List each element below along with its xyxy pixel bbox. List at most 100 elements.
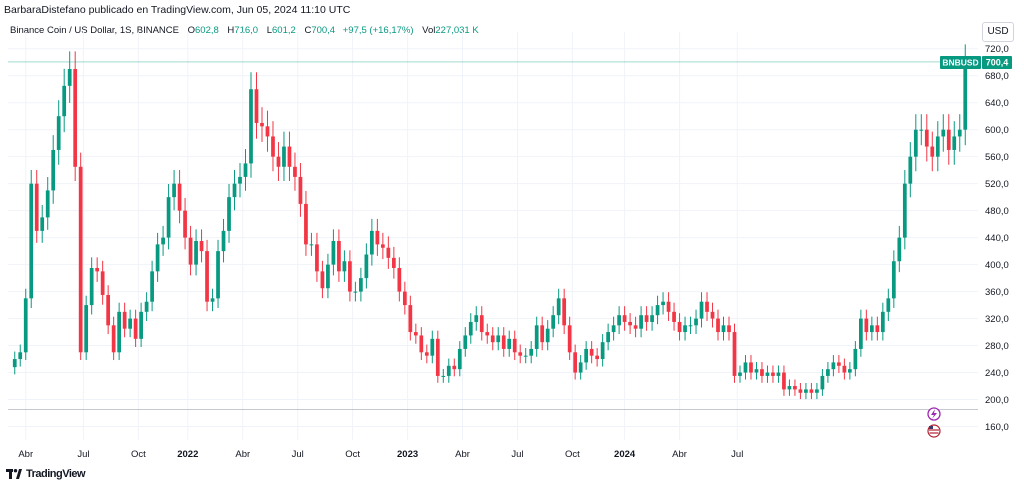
candle-body <box>875 325 880 333</box>
x-tick-label: Oct <box>131 449 146 460</box>
legend-open-value: 602,8 <box>195 25 219 36</box>
candle-body <box>40 217 45 231</box>
candle-body <box>271 136 275 157</box>
candle-body <box>216 251 220 299</box>
legend-high-value: 716,0 <box>234 25 259 36</box>
candle-body <box>787 386 792 390</box>
candle-body <box>705 301 709 312</box>
candles <box>12 44 968 400</box>
y-tick-label: 320,0 <box>985 314 1009 325</box>
candle-body <box>567 325 572 353</box>
candle-body <box>578 362 583 373</box>
candle-body <box>589 348 594 356</box>
y-tick-label: 280,0 <box>985 341 1009 352</box>
candle-body <box>815 389 819 393</box>
candle-body <box>573 352 578 373</box>
candle-body <box>353 291 358 293</box>
candle-body <box>765 372 770 376</box>
chart-legend: Binance Coin / US Dollar, 1S, BINANCE O6… <box>10 25 479 36</box>
candle-body <box>897 237 902 262</box>
x-tick-label: 2024 <box>614 449 636 460</box>
candle-body <box>672 311 676 322</box>
candle-body <box>89 267 94 306</box>
footer-brand: TradingView <box>26 468 86 480</box>
candle-body <box>617 315 621 326</box>
lightning-icon-glyph <box>931 409 937 419</box>
candle-body <box>78 166 83 353</box>
candle-body <box>106 294 111 326</box>
candle-body <box>853 348 858 370</box>
candle-body <box>260 122 264 127</box>
candle-body <box>776 372 781 376</box>
candle-body <box>902 183 907 238</box>
candle-body <box>205 251 209 302</box>
y-tick-label: 360,0 <box>985 287 1009 298</box>
price-axis: 160,0 200,0 240,0 280,0 320,0 360,0 400,0 440,0… <box>985 44 1009 433</box>
y-tick-label: 720,0 <box>985 44 1009 55</box>
candle-body <box>545 328 550 343</box>
candle-body <box>738 372 742 376</box>
candle-body <box>172 183 176 198</box>
y-tick-label: 520,0 <box>985 179 1009 190</box>
y-tick-label: 600,0 <box>985 125 1009 136</box>
candle-body <box>375 230 380 245</box>
candle-body <box>479 315 484 333</box>
candle-body <box>67 68 72 86</box>
candle-body <box>963 62 968 130</box>
candle-body <box>402 291 407 306</box>
currency-button[interactable]: USD <box>982 22 1014 42</box>
footer: TradingView <box>6 468 86 480</box>
candle-body <box>177 183 182 211</box>
candle-body <box>655 305 660 316</box>
candle-body <box>73 68 78 167</box>
candle-body <box>886 298 891 312</box>
candle-body <box>683 325 687 333</box>
publish-line: BarbaraDistefano publicado en TradingVie… <box>4 4 351 16</box>
x-tick-label: Abr <box>672 449 687 460</box>
grid-lines <box>8 32 978 440</box>
candle-body <box>161 237 165 245</box>
candle-body <box>413 332 418 336</box>
candle-body <box>337 241 341 272</box>
x-tick-label: Oct <box>345 449 360 460</box>
candle-body <box>34 183 39 231</box>
candle-body <box>293 166 297 177</box>
candle-body <box>677 321 682 333</box>
candle-body <box>359 278 363 292</box>
candle-body <box>809 389 814 393</box>
candle-body <box>56 116 61 150</box>
candle-body <box>688 325 693 327</box>
candle-body <box>666 301 671 312</box>
candle-body <box>397 267 402 292</box>
candle-body <box>644 315 649 322</box>
candle-body <box>419 335 424 353</box>
x-tick-label: Abr <box>18 449 33 460</box>
candle-body <box>128 318 132 329</box>
candle-body <box>793 386 797 390</box>
candle-body <box>935 136 940 157</box>
candle-body <box>562 298 567 326</box>
candle-body <box>721 325 726 333</box>
candle-body <box>820 375 825 390</box>
candle-body <box>364 254 369 279</box>
candle-body <box>232 183 237 198</box>
candle-body <box>446 365 451 376</box>
candle-body <box>348 261 352 292</box>
candle-body <box>183 210 187 238</box>
candle-body <box>435 338 440 376</box>
x-tick-label: Jul <box>77 449 89 460</box>
candle-body <box>468 321 473 336</box>
candle-body <box>831 362 836 370</box>
candle-body <box>84 305 89 353</box>
candle-body <box>463 335 468 349</box>
candle-body <box>315 244 319 272</box>
legend-volume-key: Vol <box>422 25 436 36</box>
candle-body <box>584 348 589 363</box>
candle-body <box>452 365 457 370</box>
candle-body <box>370 230 374 255</box>
candle-body <box>408 305 413 333</box>
candle-body <box>199 241 204 252</box>
candle-body <box>848 369 852 373</box>
candle-body <box>913 129 918 157</box>
